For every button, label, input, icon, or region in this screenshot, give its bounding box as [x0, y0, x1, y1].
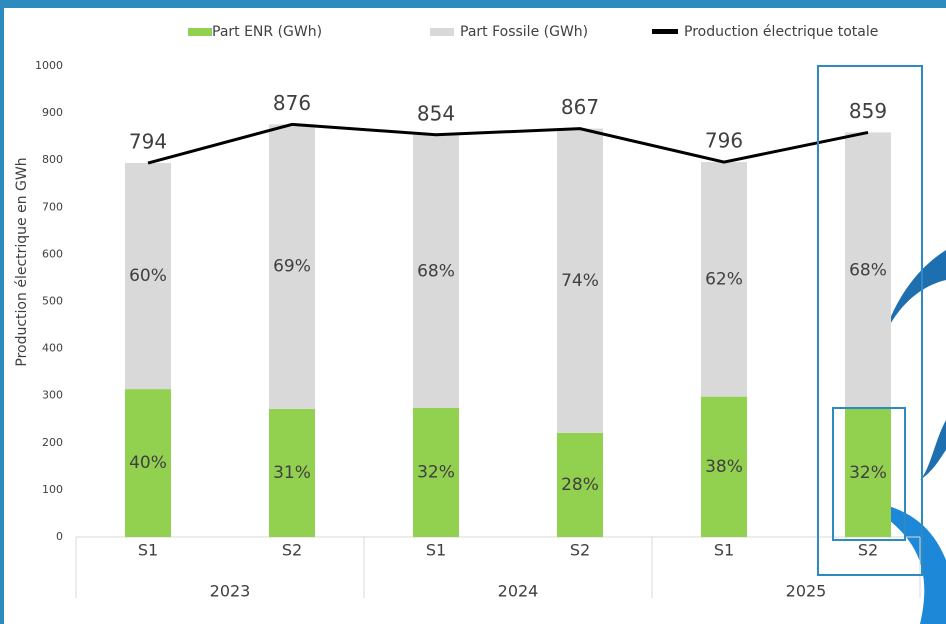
x-tick-label: S2 [858, 541, 878, 560]
y-tick-label: 900 [42, 106, 63, 119]
share-label: 62% [705, 269, 743, 289]
swoosh [860, 500, 946, 624]
share-label: 31% [273, 463, 311, 483]
share-label: 32% [849, 463, 887, 483]
bar-segment [125, 389, 171, 537]
legend-swatch [430, 28, 454, 36]
share-label: 38% [705, 457, 743, 477]
share-label: 40% [129, 453, 167, 473]
bar-segment [845, 408, 891, 537]
x-tick-label: S1 [426, 541, 446, 560]
share-label: 60% [129, 266, 167, 286]
bar-segment [269, 124, 315, 409]
share-label: 74% [561, 271, 599, 291]
y-tick-label: 100 [42, 483, 63, 496]
bar-segment [701, 162, 747, 397]
bar-segment [701, 396, 747, 537]
legend-swatch [188, 28, 212, 36]
highlight-box [817, 65, 923, 576]
y-tick-label: 600 [42, 247, 63, 260]
bar-segment [557, 432, 603, 537]
x-tick-label: S2 [282, 541, 302, 560]
y-tick-label: 1000 [35, 59, 63, 72]
group-label: 2023 [210, 582, 251, 601]
y-tick-label: 500 [42, 295, 63, 308]
bar-segment [413, 134, 459, 408]
group-label: 2024 [498, 582, 539, 601]
x-tick-label: S2 [570, 541, 590, 560]
bar-segment [269, 408, 315, 537]
y-tick-label: 300 [42, 389, 63, 402]
left-band [0, 0, 4, 624]
y-tick-label: 700 [42, 200, 63, 213]
top-band [0, 0, 946, 8]
x-tick-label: S1 [138, 541, 158, 560]
legend-label: Part Fossile (GWh) [460, 24, 588, 40]
bar-segment [557, 128, 603, 433]
data-label: 794 [129, 130, 167, 154]
share-label: 68% [417, 261, 455, 281]
y-tick-label: 0 [56, 530, 63, 543]
swoosh [882, 250, 946, 340]
bar-segment [413, 407, 459, 537]
data-label: 796 [705, 129, 743, 153]
swoosh [920, 420, 946, 480]
legend-label: Part ENR (GWh) [212, 24, 322, 40]
highlight-box [832, 407, 906, 541]
y-tick-label: 200 [42, 436, 63, 449]
y-axis-title: Production électrique en GWh [14, 157, 30, 366]
y-tick-label: 800 [42, 153, 63, 166]
legend-swatch [652, 29, 678, 34]
bar-segment [125, 163, 171, 390]
data-label: 876 [273, 91, 311, 115]
group-label: 2025 [786, 582, 827, 601]
total-line [147, 122, 869, 165]
share-label: 32% [417, 462, 455, 482]
data-label: 859 [849, 99, 887, 123]
bar-segment [845, 132, 891, 409]
y-tick-label: 400 [42, 342, 63, 355]
x-tick-label: S1 [714, 541, 734, 560]
data-label: 854 [417, 101, 455, 125]
legend-label: Production électrique totale [684, 24, 878, 40]
data-label: 867 [561, 95, 599, 119]
share-label: 28% [561, 475, 599, 495]
share-label: 68% [849, 261, 887, 281]
share-label: 69% [273, 257, 311, 277]
